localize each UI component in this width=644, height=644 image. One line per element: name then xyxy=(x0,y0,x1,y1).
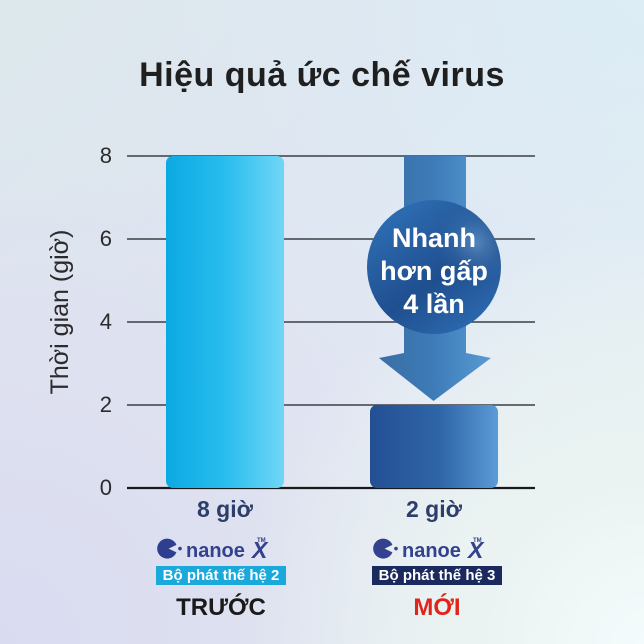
svg-text:nanoe: nanoe xyxy=(186,540,245,562)
svg-text:Bộ phát thế hệ 3: Bộ phát thế hệ 3 xyxy=(379,567,496,584)
svg-text:Bộ phát thế hệ 2: Bộ phát thế hệ 2 xyxy=(163,567,280,584)
svg-text:0: 0 xyxy=(100,475,112,500)
svg-text:8: 8 xyxy=(100,143,112,168)
svg-text:MỚI: MỚI xyxy=(413,593,460,621)
svg-text:Nhanh: Nhanh xyxy=(392,223,476,253)
svg-text:Thời gian (giờ): Thời gian (giờ) xyxy=(46,230,74,395)
svg-text:X: X xyxy=(250,537,269,563)
svg-text:8 giờ: 8 giờ xyxy=(197,496,254,522)
svg-text:2 giờ: 2 giờ xyxy=(406,496,463,522)
svg-text:TRƯỚC: TRƯỚC xyxy=(176,593,266,621)
svg-text:2: 2 xyxy=(100,392,112,417)
svg-text:4: 4 xyxy=(100,309,112,334)
svg-text:6: 6 xyxy=(100,226,112,251)
svg-text:X: X xyxy=(466,537,485,563)
svg-text:4 lần: 4 lần xyxy=(403,289,465,319)
svg-text:nanoe: nanoe xyxy=(402,540,461,562)
svg-text:hơn gấp: hơn gấp xyxy=(380,256,488,286)
